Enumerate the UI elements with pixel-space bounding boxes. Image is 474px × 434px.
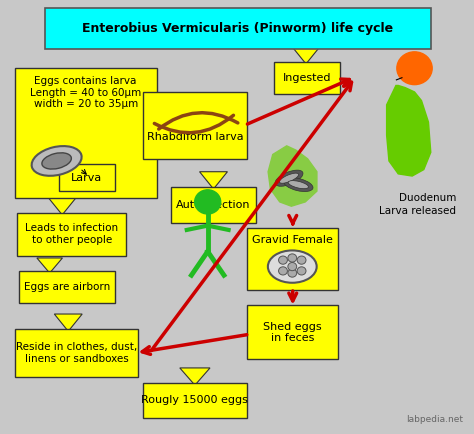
Circle shape [279, 267, 287, 275]
Polygon shape [180, 368, 210, 385]
Text: Leads to infection
to other people: Leads to infection to other people [25, 224, 118, 245]
Circle shape [279, 256, 287, 264]
Text: labpedia.net: labpedia.net [406, 415, 463, 424]
Polygon shape [292, 47, 320, 64]
Text: Shed eggs
in feces: Shed eggs in feces [263, 322, 322, 343]
Text: Larva: Larva [71, 173, 102, 183]
FancyBboxPatch shape [15, 68, 156, 197]
Circle shape [288, 263, 297, 271]
Circle shape [297, 256, 306, 264]
Circle shape [297, 267, 306, 275]
FancyBboxPatch shape [171, 187, 256, 224]
Polygon shape [48, 197, 76, 215]
Polygon shape [268, 146, 317, 206]
FancyBboxPatch shape [143, 383, 247, 418]
Circle shape [288, 269, 297, 277]
FancyBboxPatch shape [45, 8, 431, 49]
FancyBboxPatch shape [19, 271, 115, 303]
Polygon shape [387, 85, 431, 176]
Text: Larva released: Larva released [379, 206, 456, 216]
Text: Duodenum: Duodenum [399, 193, 456, 203]
FancyBboxPatch shape [247, 306, 338, 359]
FancyBboxPatch shape [17, 213, 127, 256]
FancyBboxPatch shape [59, 164, 115, 191]
FancyArrowPatch shape [159, 113, 238, 129]
Polygon shape [200, 172, 228, 189]
FancyBboxPatch shape [143, 92, 247, 159]
Text: Ingested: Ingested [283, 73, 331, 83]
Ellipse shape [288, 181, 309, 189]
Text: Eggs are airborn: Eggs are airborn [24, 282, 110, 292]
Ellipse shape [42, 153, 72, 169]
FancyArrowPatch shape [155, 115, 234, 133]
Text: Eggs contains larva
Length = 40 to 60μm
width = 20 to 35μm: Eggs contains larva Length = 40 to 60μm … [30, 76, 141, 109]
FancyBboxPatch shape [247, 228, 338, 290]
Ellipse shape [268, 250, 317, 283]
Polygon shape [37, 258, 63, 273]
FancyBboxPatch shape [274, 62, 340, 94]
Circle shape [288, 254, 297, 262]
Text: Gravid Female: Gravid Female [252, 235, 333, 245]
Polygon shape [55, 314, 82, 331]
FancyBboxPatch shape [15, 329, 138, 377]
Text: Reside in clothes, dust,
linens or sandboxes: Reside in clothes, dust, linens or sandb… [16, 342, 137, 364]
Text: Autoinfection: Autoinfection [176, 200, 251, 210]
Text: Rougly 15000 eggs: Rougly 15000 eggs [141, 395, 248, 405]
Ellipse shape [32, 146, 82, 176]
Circle shape [195, 190, 221, 214]
Text: Rhabdiform larva: Rhabdiform larva [146, 109, 243, 142]
Ellipse shape [275, 170, 303, 186]
Ellipse shape [280, 173, 299, 183]
Circle shape [397, 52, 432, 85]
Ellipse shape [283, 178, 313, 191]
Text: Enterobius Vermicularis (Pinworm) life cycle: Enterobius Vermicularis (Pinworm) life c… [82, 22, 393, 35]
